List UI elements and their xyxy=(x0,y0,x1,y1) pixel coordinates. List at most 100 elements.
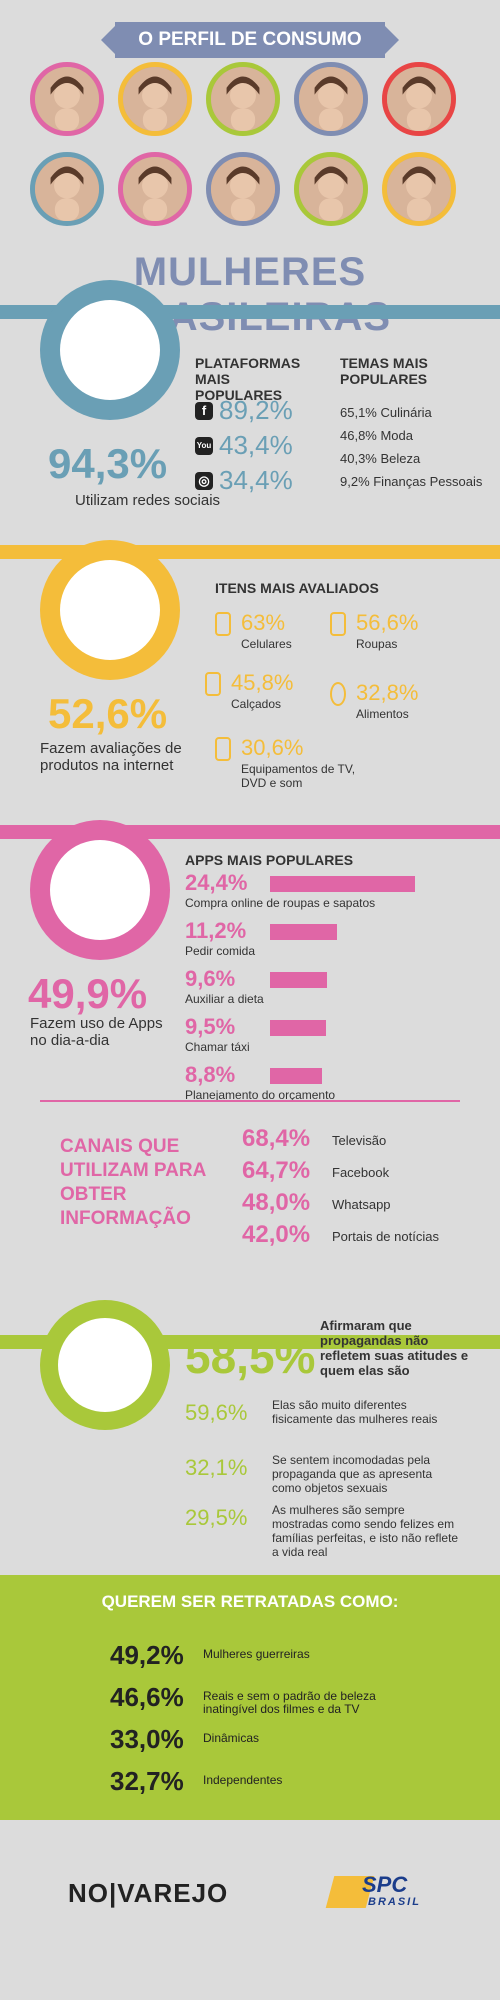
novarejo-logo: NO|VAREJO xyxy=(68,1878,229,1908)
reviews-heading: ITENS MAIS AVALIADOS xyxy=(215,580,379,596)
reviews-main-pct: 52,6% xyxy=(48,690,168,737)
app-label: Pedir comida xyxy=(185,944,256,958)
portrayed-value: 32,7% xyxy=(110,1766,184,1796)
app-value: 24,4% xyxy=(185,870,248,895)
reviews-portrait xyxy=(60,560,160,660)
platform-row: f 89,2% xyxy=(195,395,293,426)
portrait-avatar xyxy=(382,62,456,136)
apps-portrait xyxy=(50,840,150,940)
channel-label: Facebook xyxy=(332,1165,390,1180)
portrayed-label: Mulheres guerreiras xyxy=(203,1647,310,1661)
app-label: Compra online de roupas e sapatos xyxy=(185,896,376,910)
platform-value: 89,2% xyxy=(219,395,293,425)
topic-item: 40,3% Beleza xyxy=(340,451,421,466)
facebook-icon: f xyxy=(195,401,213,420)
review-label: Alimentos xyxy=(356,707,409,721)
youtube-icon: You xyxy=(195,436,213,455)
portrayed-label: Reais e sem o padrão de beleza inatingív… xyxy=(203,1689,376,1716)
portrayed-label: Dinâmicas xyxy=(203,1731,260,1745)
portrayed-panel xyxy=(0,1575,500,1820)
ad-value: 32,1% xyxy=(185,1455,248,1480)
topic-item: 46,8% Moda xyxy=(340,428,413,443)
dress-icon xyxy=(330,612,346,636)
portrayed-value: 46,6% xyxy=(110,1682,184,1712)
app-label: Chamar táxi xyxy=(185,1040,250,1054)
app-bar xyxy=(270,1068,322,1084)
topic-item: 65,1% Culinária xyxy=(340,405,432,420)
reviews-main-text: Fazem avaliações de produtos na internet xyxy=(40,740,182,774)
channel-label: Televisão xyxy=(332,1133,387,1148)
spc-text: SPC xyxy=(362,1872,408,1897)
app-label: Auxiliar a dieta xyxy=(185,992,264,1006)
topics-heading: TEMAS MAIS POPULARES xyxy=(340,355,428,387)
portrayed-value: 49,2% xyxy=(110,1640,184,1670)
platforms-list: f 89,2% You 43,4% ◎ 34,4% xyxy=(195,395,293,500)
portrayed-heading: QUEREM SER RETRATADAS COMO: xyxy=(101,1592,399,1611)
apps-main-text: Fazem uso de Apps no dia-a-dia xyxy=(30,1015,163,1049)
heel-icon xyxy=(205,672,221,696)
platform-value: 43,4% xyxy=(219,430,293,460)
instagram-icon: ◎ xyxy=(195,471,213,490)
channel-value: 42,0% xyxy=(242,1221,311,1248)
ad-label: Se sentem incomodadas pela propaganda qu… xyxy=(272,1453,433,1495)
review-label: Roupas xyxy=(356,637,398,651)
app-value: 8,8% xyxy=(185,1062,236,1087)
channels-heading: CANAIS QUE UTILIZAM PARA OBTER INFORMAÇÃ… xyxy=(60,1136,206,1229)
ad-label: Elas são muito diferentes fisicamente da… xyxy=(272,1398,438,1426)
review-value: 30,6% xyxy=(241,735,304,760)
review-value: 63% xyxy=(241,610,286,635)
app-bar xyxy=(270,1020,326,1036)
phone-icon xyxy=(215,612,231,636)
ad-label: As mulheres são sempre mostradas como se… xyxy=(272,1503,459,1559)
app-value: 9,6% xyxy=(185,966,236,991)
review-value: 56,6% xyxy=(356,610,419,635)
channels-divider xyxy=(40,1100,460,1102)
channel-label: Whatsapp xyxy=(332,1197,391,1212)
apps-main-pct: 49,9% xyxy=(28,970,148,1017)
portrait-avatar xyxy=(294,152,368,226)
review-label: Celulares xyxy=(241,637,292,651)
portrait-avatar xyxy=(30,62,104,136)
portrait-avatar xyxy=(206,152,280,226)
portrait-avatar xyxy=(206,62,280,136)
portrait-avatar xyxy=(30,152,104,226)
app-bar xyxy=(270,876,415,892)
review-value: 32,8% xyxy=(356,680,419,705)
apps-heading: APPS MAIS POPULARES xyxy=(185,852,354,868)
app-value: 11,2% xyxy=(185,918,247,943)
app-label: Planejamento do orçamento xyxy=(185,1088,336,1102)
portrayed-value: 33,0% xyxy=(110,1724,184,1754)
platform-row: You 43,4% xyxy=(195,430,293,461)
header-banner: O PERFIL DE CONSUMO xyxy=(101,22,399,58)
tv-icon xyxy=(215,737,231,761)
social-portrait xyxy=(60,300,160,400)
review-label: Calçados xyxy=(231,697,282,711)
portrait-avatar xyxy=(118,62,192,136)
channel-label: Portais de notícias xyxy=(332,1229,439,1244)
ads-main-text: Afirmaram que propagandas não refletem s… xyxy=(320,1318,469,1378)
review-label: Equipamentos de TV, DVD e som xyxy=(241,762,356,790)
platforms-heading: PLATAFORMAS MAIS POPULARES xyxy=(195,355,301,403)
app-value: 9,5% xyxy=(185,1014,236,1039)
apple-icon xyxy=(330,682,346,706)
platform-value: 34,4% xyxy=(219,465,293,495)
ad-value: 59,6% xyxy=(185,1400,248,1425)
ads-portrait xyxy=(58,1318,152,1412)
portrayed-label: Independentes xyxy=(203,1773,283,1787)
ads-main-pct: 58,5% xyxy=(185,1331,316,1383)
brasil-text: BRASIL xyxy=(368,1896,421,1908)
portrait-avatar xyxy=(382,152,456,226)
channel-value: 64,7% xyxy=(242,1157,311,1184)
topic-item: 9,2% Finanças Pessoais xyxy=(340,474,483,489)
ad-value: 29,5% xyxy=(185,1505,248,1530)
portrait-avatar xyxy=(294,62,368,136)
portrait-avatar xyxy=(118,152,192,226)
channel-value: 48,0% xyxy=(242,1189,311,1216)
social-main-text: Utilizam redes sociais xyxy=(75,492,221,509)
topics-list: 65,1% Culinária 46,8% Moda 40,3% Beleza 9,2… xyxy=(340,405,482,497)
app-bar xyxy=(270,924,337,940)
spc-brasil-logo: SPC BRASIL xyxy=(325,1870,421,1914)
platform-row: ◎ 34,4% xyxy=(195,465,293,496)
review-value: 45,8% xyxy=(231,670,294,695)
social-main-pct: 94,3% xyxy=(48,440,168,487)
